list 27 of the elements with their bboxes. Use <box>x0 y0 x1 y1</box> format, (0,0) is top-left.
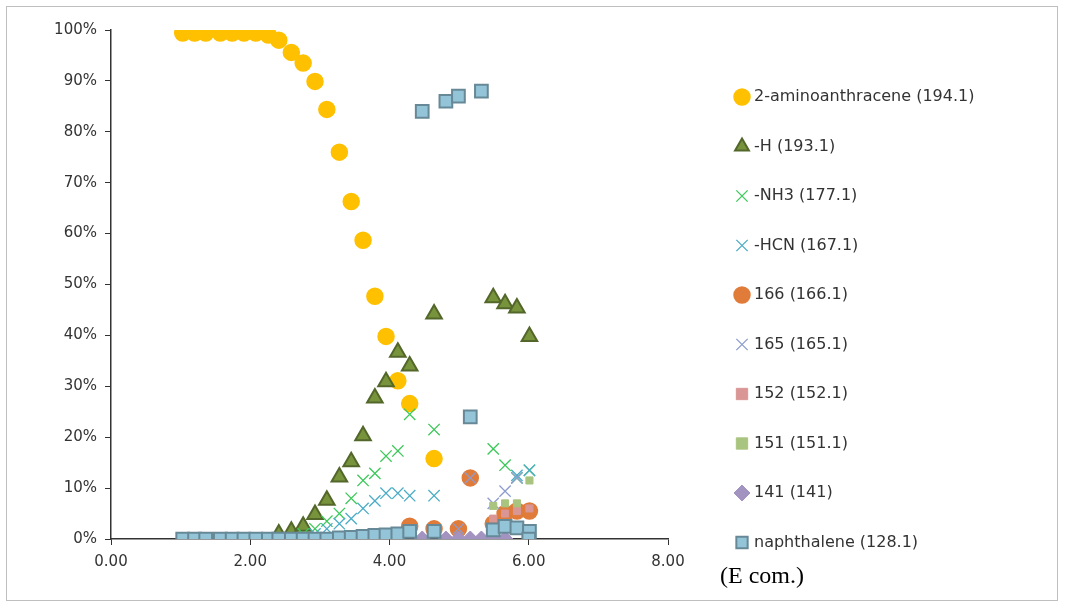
y-tick-label: 30% <box>63 376 97 395</box>
x-tick-label: 4.00 <box>372 551 407 570</box>
legend-label: -H (193.1) <box>754 135 836 155</box>
legend-label: 152 (152.1) <box>754 383 848 403</box>
legend-label: 166 (166.1) <box>754 284 848 304</box>
x-tick-label: 2.00 <box>233 551 267 570</box>
y-tick-label: 90% <box>63 70 97 89</box>
y-tick-label: 20% <box>63 427 97 446</box>
legend-label: 165 (165.1) <box>754 333 848 353</box>
x-axis-title: (E com.) <box>720 562 804 589</box>
legend-label: naphthalene (128.1) <box>754 531 919 551</box>
legend-label: -HCN (167.1) <box>754 234 859 254</box>
y-tick-label: 0% <box>73 528 97 547</box>
legend-label: 2-aminoanthracene (194.1) <box>754 86 975 106</box>
legend-label: 151 (151.1) <box>754 432 848 452</box>
y-tick-label: 10% <box>63 477 97 496</box>
x-tick-label: 6.00 <box>512 551 546 570</box>
y-tick-label: 70% <box>63 172 97 191</box>
y-tick-label: 40% <box>63 325 97 344</box>
y-tick-label: 60% <box>63 223 97 242</box>
legend-label: -NH3 (177.1) <box>754 185 858 205</box>
y-tick-label: 100% <box>54 19 97 38</box>
y-tick-label: 50% <box>63 274 97 293</box>
y-tick-label: 80% <box>63 121 97 140</box>
legend-label: 141 (141) <box>754 482 833 502</box>
x-tick-label: 0.00 <box>94 551 128 570</box>
x-tick-label: 8.00 <box>651 551 685 570</box>
